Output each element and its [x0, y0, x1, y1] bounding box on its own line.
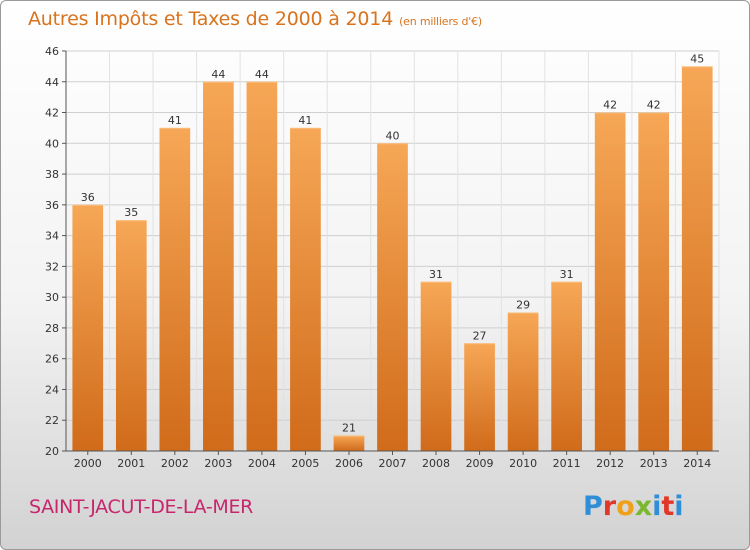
logo-letter: t: [661, 491, 675, 522]
y-tick-label: 26: [45, 353, 59, 366]
bar: [377, 143, 408, 452]
logo-letter: P: [583, 491, 603, 522]
bar: [681, 66, 713, 451]
x-tick-label: 2000: [74, 457, 102, 470]
bar: [507, 312, 539, 451]
logo-letter: i: [652, 491, 662, 522]
y-tick-label: 34: [45, 230, 59, 243]
x-tick-label: 2003: [204, 457, 232, 470]
bar-value-label: 41: [298, 114, 312, 127]
x-tick-label: 2009: [466, 457, 494, 470]
chart-title-text: Autres Impôts et Taxes de 2000 à 2014: [28, 8, 394, 30]
logo-letter: o: [616, 491, 635, 522]
logo-letter: x: [634, 491, 653, 522]
y-tick-label: 24: [45, 383, 59, 396]
bar-value-label: 31: [560, 268, 574, 281]
bar-value-label: 36: [81, 191, 95, 204]
y-tick-label: 30: [45, 291, 59, 304]
x-tick-label: 2006: [335, 457, 363, 470]
y-tick-label: 40: [45, 137, 59, 150]
logo-letter: r: [602, 491, 617, 522]
bar-value-label: 44: [255, 68, 269, 81]
x-tick-label: 2010: [509, 457, 537, 470]
y-tick-label: 32: [45, 260, 59, 273]
y-tick-label: 36: [45, 199, 59, 212]
y-tick-label: 44: [45, 76, 59, 89]
y-tick-label: 28: [45, 322, 59, 335]
logo-letter: i: [674, 491, 684, 522]
x-tick-label: 2005: [291, 457, 319, 470]
bar-value-label: 31: [429, 268, 443, 281]
y-tick-label: 22: [45, 414, 59, 427]
bar: [464, 343, 495, 451]
bar-value-label: 44: [211, 68, 225, 81]
x-tick-label: 2013: [640, 457, 668, 470]
bar: [551, 281, 582, 451]
bar: [638, 112, 670, 452]
bar: [159, 127, 191, 451]
axes: 20 22 24 26 28 30 32 34 36 38 40 42 44 46 2000 2001 2002…: [45, 45, 719, 470]
bar: [333, 435, 365, 451]
bar-value-label: 21: [342, 422, 356, 435]
x-tick-label: 2012: [596, 457, 624, 470]
bar: [594, 112, 626, 452]
y-tick-label: 42: [45, 107, 59, 120]
x-tick-label: 2002: [161, 457, 189, 470]
y-tick-label: 38: [45, 168, 59, 181]
y-tick-label: 20: [45, 445, 59, 458]
bar-value-label: 35: [124, 206, 138, 219]
bar: [290, 127, 321, 451]
x-tick-label: 2011: [553, 457, 581, 470]
bar: [115, 220, 147, 451]
proxiti-logo[interactable]: Proxiti: [583, 491, 684, 522]
bar-value-label: 42: [603, 99, 617, 112]
bar: [72, 204, 104, 451]
bar-value-label: 40: [386, 129, 400, 142]
chart-title: Autres Impôts et Taxes de 2000 à 2014 (en…: [28, 8, 482, 30]
bar-value-label: 29: [516, 299, 530, 312]
x-tick-label: 2001: [117, 457, 145, 470]
bar: [203, 81, 234, 452]
bar-value-label: 41: [168, 114, 182, 127]
bar: [246, 81, 278, 452]
x-tick-label: 2007: [379, 457, 407, 470]
y-tick-label: 46: [45, 45, 59, 58]
x-tick-label: 2014: [683, 457, 711, 470]
bar-value-label: 45: [690, 52, 704, 65]
chart-unit: (en milliers d'€): [399, 15, 482, 28]
x-tick-label: 2004: [248, 457, 276, 470]
bar-value-label: 42: [647, 99, 661, 112]
bar-value-label: 27: [473, 329, 487, 342]
bar: [420, 281, 452, 451]
bars: 36 35 41 44 44 41 21 40 31 27 29 31 42 42 45: [72, 52, 713, 452]
x-tick-label: 2008: [422, 457, 450, 470]
place-name: SAINT-JACUT-DE-LA-MER: [29, 496, 254, 518]
